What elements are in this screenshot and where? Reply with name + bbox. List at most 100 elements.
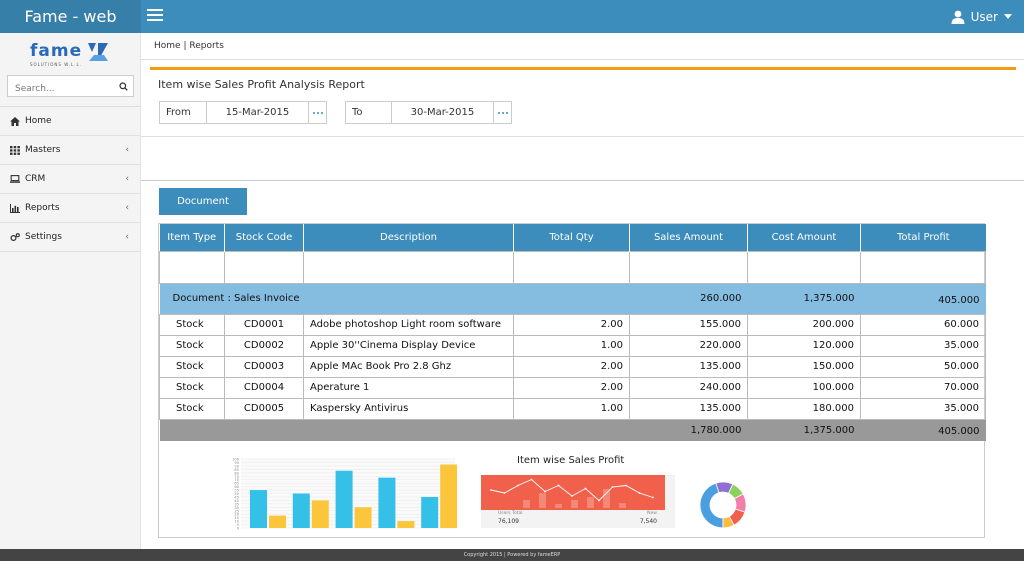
sales-amount: 240.000 <box>629 376 748 399</box>
card-header <box>481 475 665 510</box>
stock-code: CD0004 <box>224 376 304 399</box>
sidebar-item-settings[interactable]: Settings ‹ <box>0 223 141 252</box>
total-qty: 2.00 <box>513 313 630 336</box>
sales-amount: 135.000 <box>629 355 748 378</box>
line-point <box>557 484 560 487</box>
to-label: To <box>346 102 392 123</box>
chevron-left-icon: ‹ <box>125 203 129 213</box>
total-qty: 1.00 <box>513 334 630 357</box>
column-header[interactable]: Total Qty <box>513 224 630 251</box>
line-chart-card: Users Total 76,109 New 7,540 <box>481 475 675 528</box>
chevron-left-icon: ‹ <box>125 145 129 155</box>
sidebar-item-masters[interactable]: Masters ‹ <box>0 136 141 165</box>
item-type: Stock <box>159 376 225 399</box>
total-qty: 2.00 <box>513 376 630 399</box>
bar <box>269 515 286 528</box>
bar <box>571 500 578 508</box>
dots-icon <box>312 111 315 114</box>
y-tick-label: 30 <box>234 506 239 510</box>
filter-row <box>159 250 986 284</box>
line-point <box>517 484 519 487</box>
sidebar-item-home[interactable]: Home <box>0 107 141 136</box>
from-date-field[interactable]: 15-Mar-2015 <box>207 102 310 123</box>
table-header-row: Item Type Stock Code Description Total Q… <box>159 224 986 251</box>
y-tick-label: 90 <box>234 464 239 468</box>
menu-toggle-icon[interactable] <box>147 9 163 23</box>
description: Kaspersky Antivirus <box>303 397 514 420</box>
table-row[interactable]: Stock CD0002 Apple 30''Cinema Display De… <box>159 334 986 357</box>
sidebar-item-reports[interactable]: Reports ‹ <box>0 194 141 223</box>
report-accent-bar <box>150 67 1016 70</box>
bar <box>335 470 353 528</box>
group-by-document-button[interactable]: Document <box>159 188 247 215</box>
bar <box>523 500 530 508</box>
user-menu[interactable]: User <box>951 0 1012 33</box>
y-tick-label: 10 <box>234 520 239 524</box>
group-total-profit: 405.000 <box>860 282 986 315</box>
column-header[interactable]: Total Profit <box>860 224 986 251</box>
cost-amount: 180.000 <box>747 397 861 420</box>
caret-down-icon <box>1004 14 1012 19</box>
breadcrumb-home[interactable]: Home <box>154 41 181 51</box>
stock-code: CD0005 <box>224 397 304 420</box>
group-label: Document : Sales Invoice <box>159 282 630 315</box>
column-header[interactable]: Stock Code <box>224 224 304 251</box>
table-row[interactable]: Stock CD0004 Aperature 1 2.00 240.000 10… <box>159 376 986 399</box>
total-profit: 50.000 <box>860 355 986 378</box>
report-table: Item Type Stock Code Description Total Q… <box>159 224 986 441</box>
stock-code: CD0003 <box>224 355 304 378</box>
bar <box>397 521 415 528</box>
table-row[interactable]: Stock CD0003 Apple MAc Book Pro 2.8 Ghz … <box>159 355 986 378</box>
to-date-picker-button[interactable] <box>494 102 511 123</box>
sales-amount: 135.000 <box>629 397 748 420</box>
search-icon[interactable] <box>119 82 128 91</box>
sidebar-nav: Home Masters ‹ CRM ‹ Reports <box>0 106 141 252</box>
column-header[interactable]: Cost Amount <box>747 224 861 251</box>
breadcrumb-separator: | <box>183 41 187 51</box>
group-header-row[interactable]: Document : Sales Invoice 260.000 1,375.0… <box>159 282 986 315</box>
sidebar: fame SOLUTIONS W.L.L. Home Masters ‹ <box>0 33 141 549</box>
breadcrumb-current: Reports <box>189 41 224 51</box>
to-date-field[interactable]: 30-Mar-2015 <box>392 102 495 123</box>
total-qty: 2.00 <box>513 355 630 378</box>
group-sales-amount: 260.000 <box>629 282 748 315</box>
gears-icon <box>10 232 20 241</box>
sidebar-item-crm[interactable]: CRM ‹ <box>0 165 141 194</box>
line-point <box>638 492 641 494</box>
donut-chart <box>699 481 747 529</box>
top-navbar: Fame - web User <box>0 0 1024 33</box>
table-row[interactable]: Stock CD0005 Kaspersky Antivirus 1.00 13… <box>159 397 986 420</box>
grid-icon <box>10 145 20 155</box>
y-tick-label: 0 <box>237 527 240 531</box>
line-point <box>530 478 533 481</box>
bar-chart: 1009590858075706560555045403530252015105… <box>232 458 457 531</box>
chevron-left-icon: ‹ <box>125 174 129 184</box>
column-header[interactable]: Item Type <box>159 224 225 251</box>
sidebar-item-label: Reports <box>25 203 60 213</box>
user-icon <box>951 10 965 24</box>
sidebar-item-label: Masters <box>25 145 61 155</box>
user-label: User <box>970 9 998 24</box>
divider <box>141 136 1024 137</box>
cost-amount: 150.000 <box>747 355 861 378</box>
y-tick-label: 65 <box>234 482 239 486</box>
donut-slice <box>722 515 735 529</box>
new-value: 7,540 <box>640 518 657 525</box>
bar <box>292 493 310 528</box>
grand-total-profit: 405.000 <box>860 419 986 441</box>
item-type: Stock <box>159 397 225 420</box>
from-date-picker-button[interactable] <box>309 102 326 123</box>
cost-amount: 200.000 <box>747 313 861 336</box>
charts-title: Item wise Sales Profit <box>517 455 625 466</box>
company-logo[interactable]: fame SOLUTIONS W.L.L. <box>30 41 110 69</box>
line-point <box>611 486 614 488</box>
column-header[interactable]: Sales Amount <box>629 224 748 251</box>
description: Adobe photoshop Light room software <box>303 313 514 336</box>
column-header[interactable]: Description <box>303 224 514 251</box>
total-cost-amount: 1,375.000 <box>747 419 861 441</box>
y-tick-label: 95 <box>234 461 239 465</box>
app-title[interactable]: Fame - web <box>0 0 141 33</box>
table-row[interactable]: Stock CD0001 Adobe photoshop Light room … <box>159 313 986 336</box>
search-input[interactable] <box>8 79 116 99</box>
logo-mark-icon <box>88 43 108 61</box>
